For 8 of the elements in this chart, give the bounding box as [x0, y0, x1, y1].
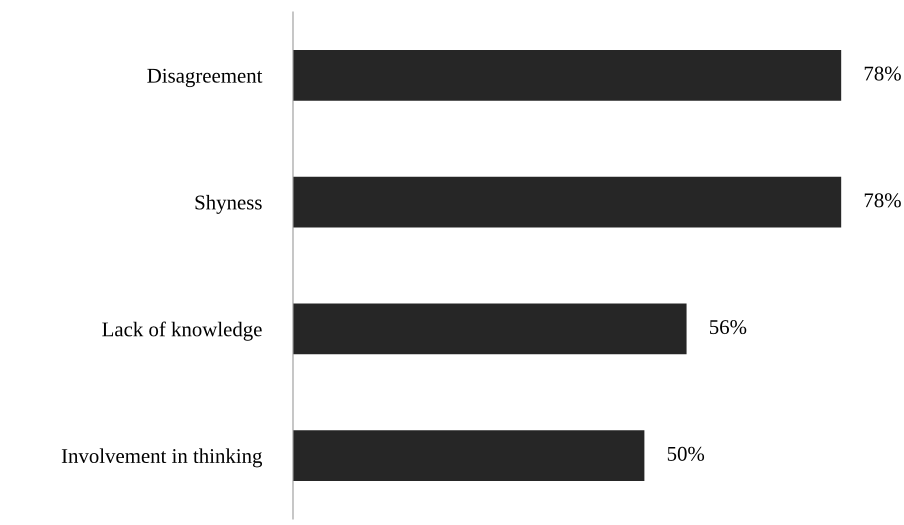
data-label: 56%: [710, 320, 746, 334]
data-label: 78%: [864, 193, 901, 208]
y-tick-label: Disagreement: [147, 68, 262, 88]
data-label: 50%: [668, 446, 704, 461]
data-label: 78%: [864, 66, 901, 81]
y-tick-label: Lack of knowledge: [102, 322, 262, 341]
y-tick-label: Involvement in thinking: [62, 448, 262, 468]
y-tick-label: Shyness: [196, 194, 262, 214]
